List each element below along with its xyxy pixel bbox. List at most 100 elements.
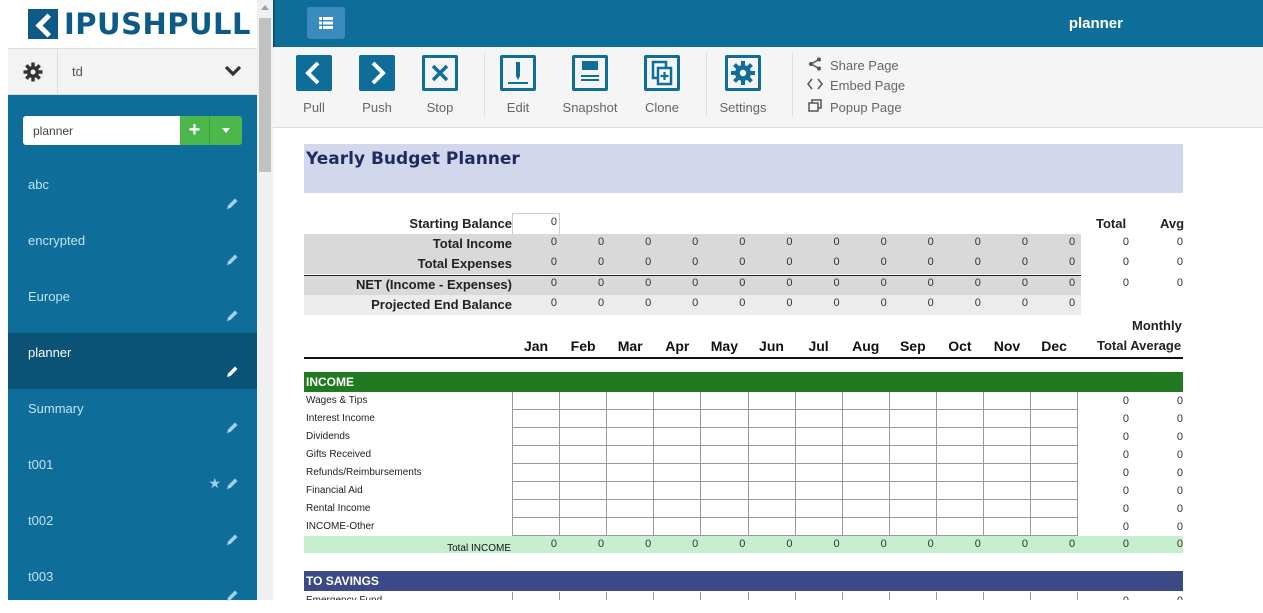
month-input-cell[interactable]	[888, 592, 937, 600]
month-input-cell[interactable]	[888, 500, 937, 518]
month-input-cell[interactable]	[983, 464, 1032, 482]
month-input-cell[interactable]	[512, 428, 561, 446]
month-input-cell[interactable]	[512, 500, 561, 518]
push-button[interactable]: Push	[346, 55, 408, 115]
month-input-cell[interactable]	[794, 392, 843, 410]
month-input-cell[interactable]	[747, 592, 796, 600]
month-input-cell[interactable]	[747, 428, 796, 446]
month-input-cell[interactable]	[653, 482, 702, 500]
user-settings-button[interactable]	[8, 49, 58, 94]
month-input-cell[interactable]	[512, 446, 561, 464]
month-input-cell[interactable]	[888, 392, 937, 410]
month-input-cell[interactable]	[606, 392, 655, 410]
sidebar-item-t003[interactable]: t003	[8, 557, 257, 613]
month-input-cell[interactable]	[606, 446, 655, 464]
pencil-icon[interactable]	[225, 309, 239, 323]
month-input-cell[interactable]	[747, 500, 796, 518]
month-input-cell[interactable]	[559, 464, 608, 482]
star-icon[interactable]: ★	[208, 475, 221, 491]
month-input-cell[interactable]	[653, 446, 702, 464]
month-input-cell[interactable]	[1030, 446, 1079, 464]
month-input-cell[interactable]	[747, 446, 796, 464]
month-input-cell[interactable]	[747, 410, 796, 428]
month-input-cell[interactable]	[700, 464, 749, 482]
month-input-cell[interactable]	[653, 500, 702, 518]
clone-button[interactable]: Clone	[631, 55, 693, 115]
month-input-cell[interactable]	[841, 482, 890, 500]
month-input-cell[interactable]	[841, 410, 890, 428]
month-input-cell[interactable]	[559, 428, 608, 446]
month-input-cell[interactable]	[653, 464, 702, 482]
month-input-cell[interactable]	[983, 518, 1032, 536]
month-input-cell[interactable]	[653, 518, 702, 536]
month-input-cell[interactable]	[888, 518, 937, 536]
month-input-cell[interactable]	[559, 500, 608, 518]
add-page-dropdown-button[interactable]	[210, 116, 242, 145]
month-input-cell[interactable]	[700, 482, 749, 500]
scrollbar-thumb[interactable]	[259, 18, 271, 172]
month-input-cell[interactable]	[888, 464, 937, 482]
month-input-cell[interactable]	[841, 392, 890, 410]
month-input-cell[interactable]	[888, 446, 937, 464]
month-input-cell[interactable]	[983, 446, 1032, 464]
month-input-cell[interactable]	[935, 482, 984, 500]
month-input-cell[interactable]	[794, 592, 843, 600]
sidebar-item-encrypted[interactable]: encrypted	[8, 221, 257, 277]
month-input-cell[interactable]	[700, 410, 749, 428]
month-input-cell[interactable]	[700, 392, 749, 410]
pencil-icon[interactable]	[225, 253, 239, 267]
month-input-cell[interactable]	[983, 500, 1032, 518]
month-input-cell[interactable]	[1030, 482, 1079, 500]
edit-button[interactable]: Edit	[487, 55, 549, 115]
month-input-cell[interactable]	[888, 482, 937, 500]
month-input-cell[interactable]	[512, 518, 561, 536]
month-input-cell[interactable]	[1030, 392, 1079, 410]
month-input-cell[interactable]	[1030, 592, 1079, 600]
month-input-cell[interactable]	[653, 392, 702, 410]
spreadsheet-view[interactable]: Yearly Budget Planner Starting Balance 0…	[273, 129, 1263, 600]
month-input-cell[interactable]	[606, 410, 655, 428]
month-input-cell[interactable]	[794, 428, 843, 446]
pencil-icon[interactable]	[225, 365, 239, 379]
month-input-cell[interactable]	[606, 500, 655, 518]
month-input-cell[interactable]	[606, 518, 655, 536]
month-input-cell[interactable]	[841, 500, 890, 518]
month-input-cell[interactable]	[935, 446, 984, 464]
month-input-cell[interactable]	[935, 392, 984, 410]
month-input-cell[interactable]	[559, 592, 607, 600]
add-page-button[interactable]: +	[180, 116, 210, 145]
month-input-cell[interactable]	[700, 518, 749, 536]
popup-page-link[interactable]: Popup Page	[807, 99, 902, 115]
month-input-cell[interactable]	[983, 410, 1032, 428]
month-input-cell[interactable]	[747, 518, 796, 536]
sidebar-scrollbar[interactable]	[257, 0, 273, 600]
page-search-input[interactable]	[23, 116, 180, 145]
month-input-cell[interactable]	[559, 518, 608, 536]
pencil-icon[interactable]	[225, 477, 239, 491]
month-input-cell[interactable]	[935, 592, 984, 600]
sidebar-item-summary[interactable]: Summary	[8, 389, 257, 445]
month-input-cell[interactable]	[794, 464, 843, 482]
month-input-cell[interactable]	[841, 592, 890, 600]
month-input-cell[interactable]	[606, 464, 655, 482]
month-input-cell[interactable]	[512, 392, 561, 410]
month-input-cell[interactable]	[747, 392, 796, 410]
month-input-cell[interactable]	[700, 500, 749, 518]
scroll-up-arrow-icon[interactable]	[261, 5, 269, 10]
month-input-cell[interactable]	[512, 482, 561, 500]
month-input-cell[interactable]	[700, 446, 749, 464]
month-input-cell[interactable]	[888, 410, 937, 428]
month-input-cell[interactable]	[653, 592, 701, 600]
month-input-cell[interactable]	[983, 482, 1032, 500]
month-input-cell[interactable]	[794, 446, 843, 464]
month-input-cell[interactable]	[700, 592, 748, 600]
month-input-cell[interactable]	[841, 446, 890, 464]
sidebar-item-abc[interactable]: abc	[8, 165, 257, 221]
month-input-cell[interactable]	[700, 428, 749, 446]
pencil-icon[interactable]	[225, 533, 239, 547]
month-input-cell[interactable]	[983, 428, 1032, 446]
month-input-cell[interactable]	[935, 464, 984, 482]
month-input-cell[interactable]	[653, 410, 702, 428]
pencil-icon[interactable]	[225, 589, 239, 603]
settings-button[interactable]: Settings	[712, 55, 774, 115]
